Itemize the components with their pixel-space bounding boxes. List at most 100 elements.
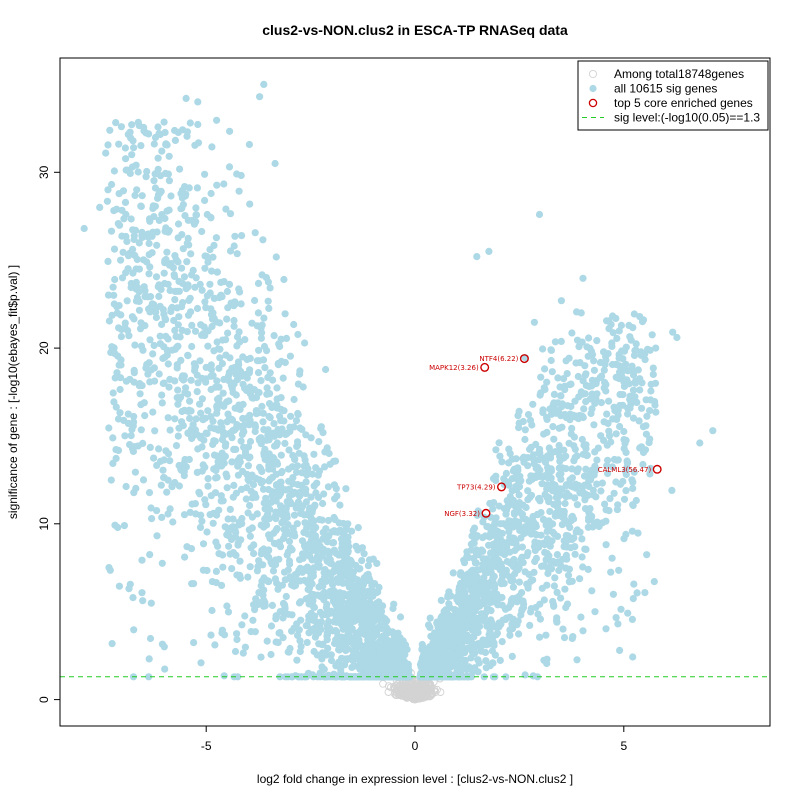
sig-point bbox=[237, 536, 245, 544]
sig-point bbox=[584, 523, 592, 531]
sig-point bbox=[137, 319, 145, 327]
sig-point bbox=[154, 154, 162, 162]
sig-point bbox=[339, 519, 347, 528]
sig-point bbox=[170, 316, 178, 325]
sig-point bbox=[163, 248, 171, 256]
sig-point bbox=[155, 370, 163, 378]
sig-point bbox=[159, 466, 167, 474]
sig-point bbox=[563, 489, 571, 497]
sig-point bbox=[424, 673, 432, 681]
sig-point bbox=[622, 470, 630, 479]
sig-point bbox=[171, 296, 179, 304]
sig-point bbox=[568, 513, 576, 521]
sig-point bbox=[550, 582, 559, 590]
sig-point bbox=[207, 492, 215, 500]
sig-point bbox=[625, 321, 633, 329]
sig-point bbox=[349, 657, 357, 665]
sig-point bbox=[242, 451, 250, 459]
sig-point bbox=[354, 524, 362, 532]
sig-point bbox=[104, 186, 112, 194]
sig-point bbox=[132, 297, 140, 305]
sig-point bbox=[267, 498, 275, 506]
sig-point bbox=[133, 186, 141, 194]
sig-point bbox=[294, 410, 302, 419]
sig-point bbox=[287, 412, 295, 420]
sig-point bbox=[241, 384, 249, 392]
sig-point bbox=[129, 226, 137, 234]
sig-point bbox=[376, 622, 384, 630]
sig-point bbox=[318, 649, 327, 657]
sig-point bbox=[646, 464, 655, 472]
sig-point bbox=[178, 418, 186, 426]
sig-point bbox=[274, 359, 282, 368]
sig-point bbox=[506, 613, 514, 621]
sig-point bbox=[562, 452, 570, 460]
sig-point bbox=[219, 497, 227, 505]
sig-point bbox=[150, 364, 158, 372]
sig-point bbox=[201, 298, 209, 306]
sig-point bbox=[349, 640, 358, 649]
sig-point bbox=[142, 173, 150, 181]
sig-point bbox=[230, 426, 238, 434]
sig-point bbox=[487, 558, 495, 566]
sig-point bbox=[520, 600, 528, 608]
sig-point bbox=[455, 621, 463, 629]
sig-point bbox=[364, 562, 372, 570]
sig-point bbox=[122, 166, 130, 174]
sig-point bbox=[164, 360, 172, 368]
sig-point bbox=[147, 599, 155, 607]
sig-point bbox=[165, 383, 173, 391]
sig-point bbox=[637, 443, 646, 451]
sig-point bbox=[293, 462, 302, 470]
sig-point bbox=[164, 414, 172, 422]
sig-point bbox=[314, 493, 323, 501]
sig-point bbox=[160, 118, 168, 126]
sig-point bbox=[171, 377, 179, 385]
sig-point bbox=[246, 200, 254, 208]
sig-point bbox=[550, 435, 558, 443]
sig-point bbox=[456, 651, 464, 659]
sig-point bbox=[308, 539, 316, 548]
sig-point bbox=[501, 539, 509, 547]
sig-point bbox=[278, 425, 286, 433]
sig-point bbox=[490, 531, 498, 539]
sig-point bbox=[600, 348, 608, 356]
sig-point bbox=[114, 415, 123, 423]
sig-point bbox=[239, 353, 247, 361]
sig-point bbox=[290, 511, 299, 519]
sig-point bbox=[508, 534, 516, 542]
sig-point bbox=[132, 278, 140, 286]
sig-point bbox=[479, 518, 487, 526]
sig-point bbox=[649, 364, 657, 372]
sig-point bbox=[201, 196, 209, 205]
sig-point bbox=[254, 279, 263, 287]
sig-point bbox=[209, 519, 217, 527]
sig-point bbox=[426, 623, 434, 632]
sig-point bbox=[196, 400, 204, 408]
sig-point bbox=[547, 474, 555, 482]
sig-point bbox=[218, 462, 226, 470]
sig-point bbox=[495, 502, 503, 510]
sig-point bbox=[285, 477, 293, 485]
sig-point bbox=[529, 451, 538, 459]
sig-point bbox=[317, 625, 325, 634]
sig-point bbox=[509, 583, 517, 591]
sig-point bbox=[646, 407, 654, 415]
sig-point bbox=[320, 490, 328, 498]
sig-point bbox=[146, 217, 154, 225]
sig-point bbox=[485, 247, 493, 255]
sig-point bbox=[612, 314, 620, 322]
sig-point bbox=[492, 476, 500, 485]
sig-point bbox=[165, 177, 173, 185]
sig-point bbox=[374, 588, 382, 596]
sig-point bbox=[212, 234, 220, 242]
sig-point bbox=[137, 202, 145, 210]
sig-point bbox=[354, 585, 362, 593]
legend-symbol bbox=[589, 84, 597, 93]
sig-point bbox=[154, 191, 163, 199]
sig-point bbox=[298, 537, 307, 545]
sig-point bbox=[265, 304, 273, 312]
sig-point bbox=[449, 651, 458, 659]
sig-point bbox=[423, 662, 432, 670]
sig-point bbox=[550, 399, 558, 407]
